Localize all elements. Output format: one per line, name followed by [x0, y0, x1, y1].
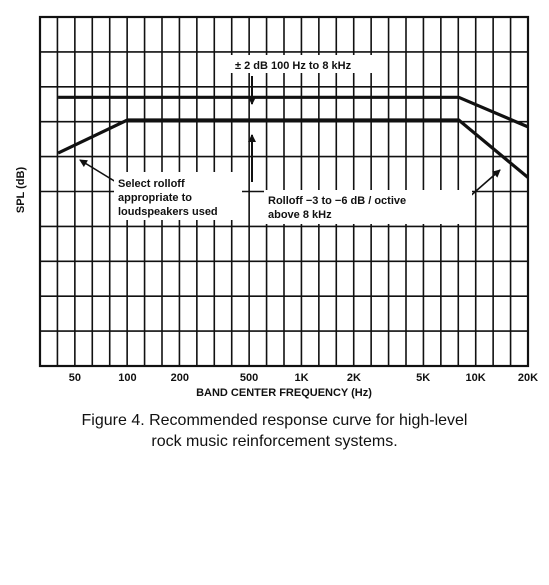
series-line-2 [57, 118, 530, 179]
rolloff-leader [467, 169, 501, 199]
x-tick-label: 1K [294, 372, 308, 384]
select-rolloff-label-line-3: loudspeakers used [118, 206, 218, 218]
chart-axes [38, 15, 530, 368]
x-tick-label: 10K [466, 372, 486, 384]
x-tick-label: 2K [347, 372, 361, 384]
select-rolloff-leader [79, 159, 117, 183]
x-axis-title: BAND CENTER FREQUENCY (Hz) [196, 387, 372, 399]
caption-line-2: rock music reinforcement systems. [151, 433, 398, 450]
select-rolloff-label-bg [114, 172, 242, 220]
x-tick-label: 500 [240, 372, 258, 384]
x-tick-label: 100 [118, 372, 136, 384]
figure-caption: Figure 4. Recommended response curve for… [0, 410, 549, 452]
x-tick-labels: 50 100 200 500 1K 2K 5K 10K 20K [69, 372, 538, 384]
tolerance-label-bg [230, 55, 386, 73]
x-tick-label: 5K [416, 372, 430, 384]
response-chart: ± 2 dB 100 Hz to 8 kHz Select rolloff ap… [15, 15, 538, 399]
series-line-1 [58, 95, 529, 129]
plot-frame [38, 15, 530, 368]
y-axis-title: SPL (dB) [15, 167, 27, 214]
rolloff-label-line-2: above 8 kHz [268, 209, 332, 221]
x-tick-label: 20K [518, 372, 538, 384]
select-rolloff-label-line-1: Select rolloff [118, 178, 185, 190]
x-tick-label: 200 [171, 372, 189, 384]
tolerance-label: ± 2 dB 100 Hz to 8 kHz [235, 60, 352, 72]
chart-series [57, 95, 530, 179]
select-rolloff-label-line-2: appropriate to [118, 192, 192, 204]
rolloff-label-line-1: Rolloff −3 to −6 dB / octive [268, 195, 406, 207]
caption-line-1: Figure 4. Recommended response curve for… [81, 412, 468, 429]
x-tick-label: 50 [69, 372, 81, 384]
rolloff-label-bg [264, 190, 472, 224]
